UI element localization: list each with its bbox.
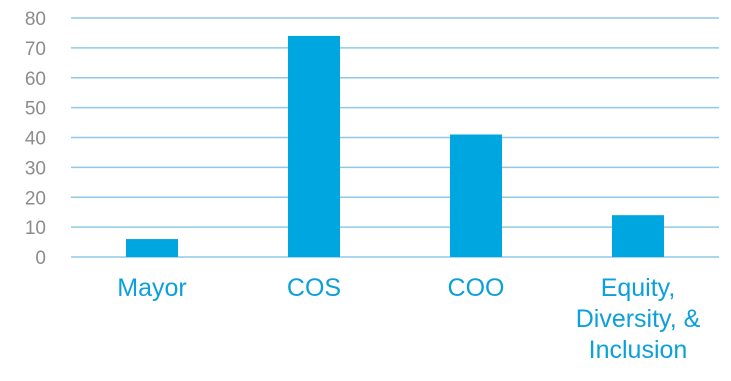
bar-3 [612, 215, 664, 257]
bar-1 [288, 35, 340, 257]
y-tick-label-80: 80 [25, 9, 46, 30]
x-tick-label-0: Mayor [117, 274, 186, 302]
x-tick-label-1: COS [287, 274, 341, 302]
y-tick-label-0: 0 [35, 248, 46, 269]
x-axis-tick-labels: Mayor COS COO Equity, Diversity, & Inclusion [117, 274, 700, 364]
y-tick-label-10: 10 [25, 218, 46, 239]
gridlines [71, 17, 719, 258]
y-tick-label-50: 50 [25, 99, 46, 120]
x-tick-label-2: COO [448, 274, 505, 302]
x-tick-label-3: Equity, Diversity, & Inclusion [576, 274, 701, 364]
bar-0 [126, 239, 178, 257]
y-tick-label-20: 20 [25, 188, 46, 209]
y-tick-label-70: 70 [25, 39, 46, 60]
bars [126, 35, 664, 257]
y-tick-label-60: 60 [25, 69, 46, 90]
y-tick-label-40: 40 [25, 129, 46, 150]
y-tick-label-30: 30 [25, 158, 46, 179]
y-axis-tick-labels: 0 10 20 30 40 50 60 70 80 [25, 9, 46, 269]
bar-2 [450, 134, 502, 257]
